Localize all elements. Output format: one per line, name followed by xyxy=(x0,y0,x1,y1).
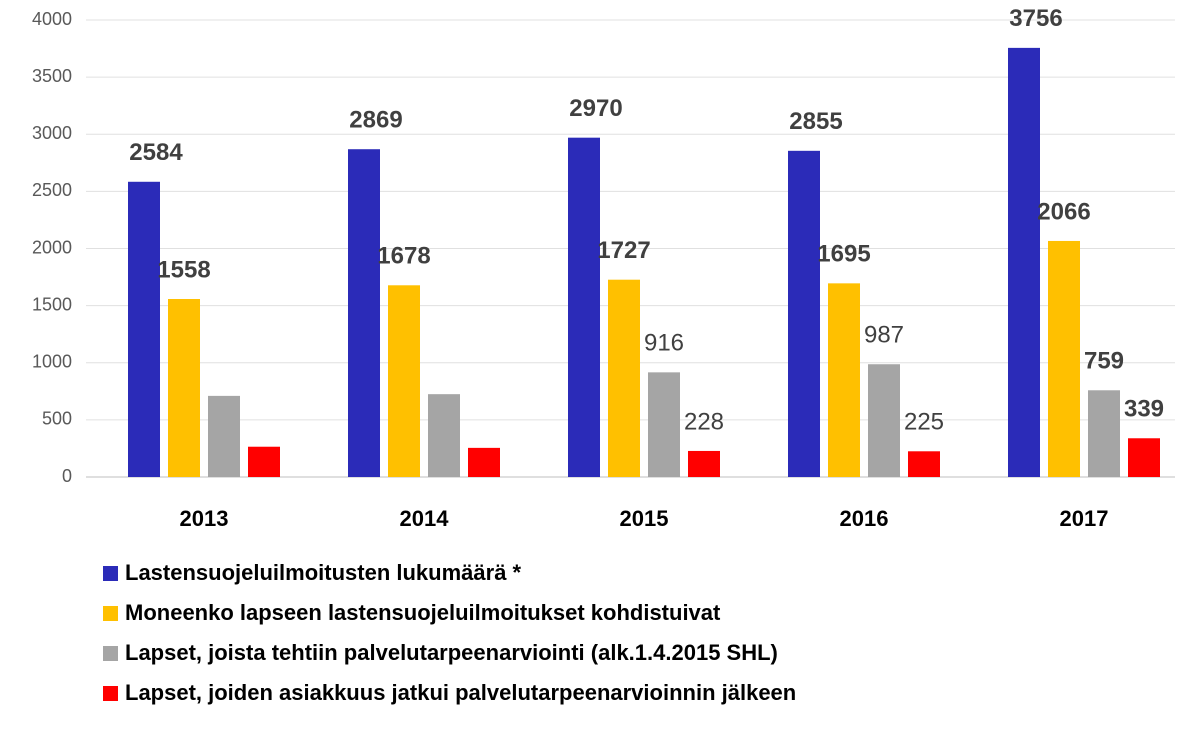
legend-swatch xyxy=(103,646,118,661)
data-label: 1695 xyxy=(817,241,870,268)
bar xyxy=(648,372,680,477)
bar xyxy=(828,283,860,477)
data-label: 2066 xyxy=(1037,198,1090,225)
bar xyxy=(468,447,500,477)
bar xyxy=(348,149,380,478)
bar xyxy=(568,137,600,478)
bar xyxy=(388,285,420,477)
data-label: 3756 xyxy=(1009,5,1062,32)
data-label: 228 xyxy=(684,408,724,435)
data-label: 1558 xyxy=(157,256,210,283)
bar xyxy=(608,279,640,477)
y-tick-label: 4000 xyxy=(32,9,72,29)
y-tick-label: 3500 xyxy=(32,66,72,86)
legend-swatch xyxy=(103,686,118,701)
legend-label: Lapset, joiden asiakkuus jatkui palvelut… xyxy=(125,680,796,705)
bar xyxy=(868,364,900,477)
data-label: 987 xyxy=(864,322,904,349)
y-tick-label: 1500 xyxy=(32,294,72,314)
data-label: 1727 xyxy=(597,237,650,264)
bar xyxy=(1128,438,1160,477)
x-tick-label: 2014 xyxy=(400,506,450,531)
legend-swatch xyxy=(103,566,118,581)
y-tick-label: 2500 xyxy=(32,180,72,200)
data-label: 225 xyxy=(904,409,944,436)
bar xyxy=(1048,240,1080,477)
data-label: 2970 xyxy=(569,95,622,122)
data-label: 1678 xyxy=(377,243,430,270)
bar xyxy=(248,446,280,477)
y-tick-label: 500 xyxy=(42,409,72,429)
data-label: 916 xyxy=(644,330,684,357)
bar xyxy=(208,395,240,477)
x-tick-label: 2015 xyxy=(620,506,669,531)
bar xyxy=(688,450,720,477)
x-tick-label: 2017 xyxy=(1060,506,1109,531)
data-label: 339 xyxy=(1124,396,1164,423)
data-label: 2584 xyxy=(129,139,183,166)
bar xyxy=(1008,47,1040,477)
y-tick-label: 2000 xyxy=(32,237,72,257)
data-label: 2855 xyxy=(789,108,842,135)
x-tick-label: 2013 xyxy=(180,506,229,531)
legend-swatch xyxy=(103,606,118,621)
bar xyxy=(1088,390,1120,477)
data-label: 759 xyxy=(1084,348,1124,375)
bar xyxy=(128,181,160,477)
y-tick-label: 1000 xyxy=(32,352,72,372)
data-label: 2869 xyxy=(349,107,402,134)
legend-label: Lapset, joista tehtiin palvelutarpeenarv… xyxy=(125,640,778,665)
bar xyxy=(428,394,460,477)
y-tick-label: 3000 xyxy=(32,123,72,143)
y-tick-label: 0 xyxy=(62,466,72,486)
bar xyxy=(788,150,820,477)
legend-label: Lastensuojeluilmoitusten lukumäärä * xyxy=(125,560,522,585)
x-tick-label: 2016 xyxy=(840,506,889,531)
bar xyxy=(908,451,940,477)
bar xyxy=(168,298,200,477)
legend-label: Moneenko lapseen lastensuojeluilmoitukse… xyxy=(125,600,721,625)
